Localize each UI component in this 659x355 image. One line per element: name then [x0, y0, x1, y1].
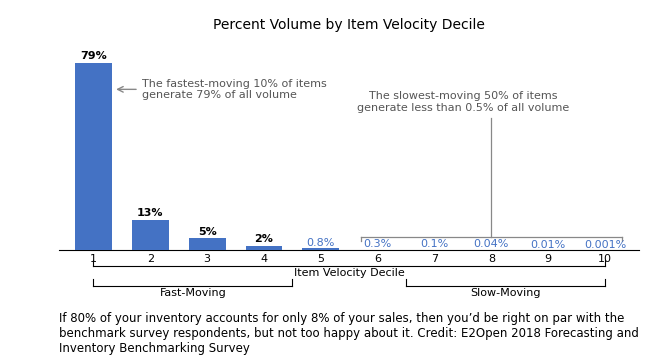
Text: The fastest-moving 10% of items
generate 79% of all volume: The fastest-moving 10% of items generate… [142, 78, 326, 100]
Text: Slow-Moving: Slow-Moving [471, 288, 541, 297]
Text: 2%: 2% [254, 234, 273, 244]
Text: 0.04%: 0.04% [474, 240, 509, 250]
Text: Item Velocity Decile: Item Velocity Decile [294, 268, 405, 278]
Text: 13%: 13% [137, 208, 163, 218]
Text: 79%: 79% [80, 51, 107, 61]
Text: 0.1%: 0.1% [420, 239, 449, 249]
Text: 5%: 5% [198, 226, 217, 236]
Title: Percent Volume by Item Velocity Decile: Percent Volume by Item Velocity Decile [214, 18, 485, 32]
Bar [132, 219, 169, 250]
Text: 0.3%: 0.3% [364, 239, 392, 249]
Text: If 80% of your inventory accounts for only 8% of your sales, then you’d be right: If 80% of your inventory accounts for on… [59, 312, 639, 355]
Text: 0.01%: 0.01% [530, 240, 566, 250]
Text: Fast-Moving: Fast-Moving [159, 288, 226, 297]
Bar [246, 246, 283, 250]
Bar [188, 239, 225, 250]
Text: 0.001%: 0.001% [584, 240, 626, 250]
Bar [75, 63, 112, 250]
Text: 0.8%: 0.8% [306, 237, 335, 248]
Bar [302, 248, 339, 250]
Text: The slowest-moving 50% of items
generate less than 0.5% of all volume: The slowest-moving 50% of items generate… [357, 91, 569, 113]
